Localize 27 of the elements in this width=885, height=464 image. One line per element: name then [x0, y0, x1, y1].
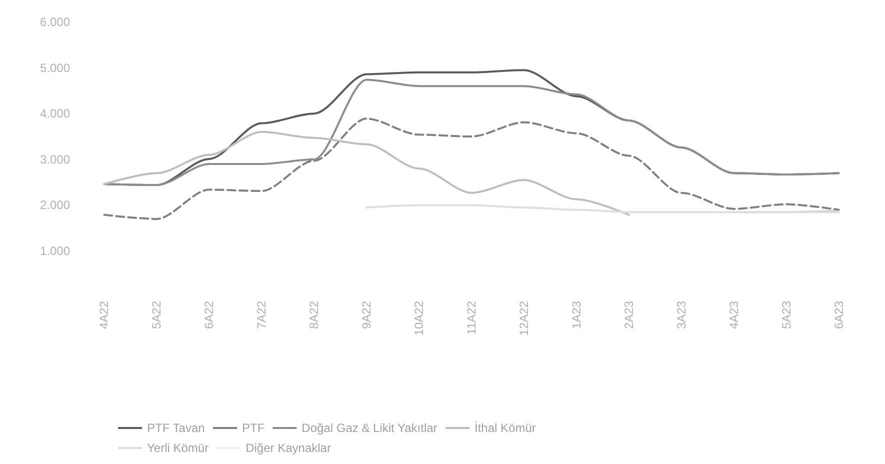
y-tick-label: 2.000 [40, 198, 70, 212]
legend-label: İthal Kömür [474, 421, 536, 435]
legend-label: Yerli Kömür [147, 441, 209, 455]
x-tick-label: 5A22 [150, 300, 164, 330]
y-tick-label: 5.000 [40, 60, 70, 75]
y-tick-label: 1.000 [40, 244, 70, 258]
x-tick-label: 1A23 [569, 300, 584, 330]
legend-label: PTF [242, 421, 265, 435]
x-tick-label: 10A22 [412, 300, 426, 336]
x-tick-label: 4A23 [726, 300, 741, 330]
x-tick-label: 6A22 [202, 300, 216, 330]
x-tick-label: 8A22 [307, 300, 322, 330]
x-tick-label: 3A23 [674, 300, 688, 330]
y-tick-label: 6.000 [40, 15, 70, 29]
x-tick-label: 2A23 [622, 300, 636, 330]
x-tick-label: 5A23 [779, 300, 794, 330]
x-tick-label: 9A22 [360, 300, 374, 330]
legend-label: PTF Tavan [147, 421, 205, 435]
x-tick-label: 4A22 [97, 300, 112, 330]
legend-label: Doğal Gaz & Likit Yakıtlar [302, 421, 438, 435]
x-tick-label: 6A23 [832, 300, 846, 330]
legend-label: Diğer Kaynaklar [246, 441, 331, 455]
y-tick-label: 3.000 [40, 152, 70, 166]
x-tick-label: 12A22 [516, 300, 531, 336]
x-tick-label: 7A22 [254, 300, 269, 330]
x-tick-label: 11A22 [464, 300, 478, 335]
y-tick-label: 4.000 [40, 106, 70, 121]
